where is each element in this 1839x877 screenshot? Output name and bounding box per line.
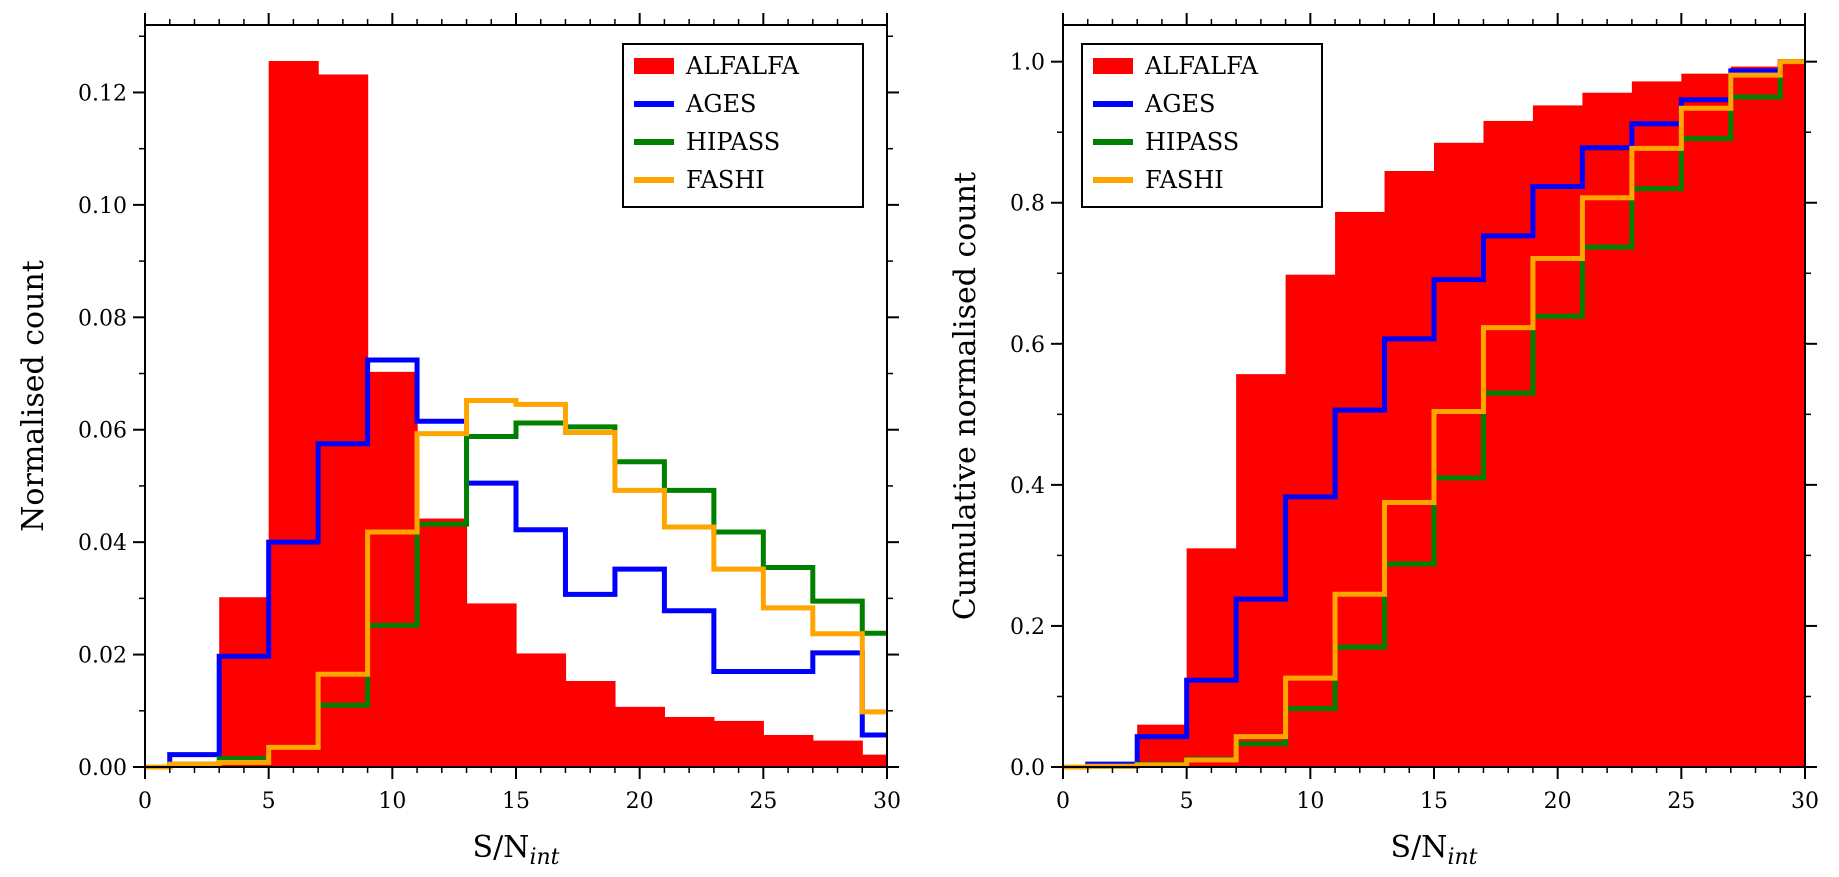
- series-fashi-step-line: [145, 397, 887, 770]
- x-tick-label: 30: [1791, 789, 1819, 814]
- legend-label-ages: AGES: [1144, 90, 1215, 118]
- x-axis-title-main: S/N: [473, 830, 530, 865]
- x-tick-label: 10: [378, 789, 406, 814]
- series-ages-step-line: [145, 357, 887, 770]
- series-ages-step-line: [1063, 59, 1805, 770]
- histogram-bar: [812, 740, 863, 767]
- x-tick-label: 0: [1056, 789, 1070, 814]
- y-axis: 0.0 0.2 0.4 0.6 0.8 1.0: [1010, 51, 1817, 781]
- y-axis-title: Cumulative normalised count: [948, 172, 983, 620]
- histogram-bar: [664, 716, 715, 767]
- histogram-bar: [1780, 61, 1806, 767]
- histogram-bar: [565, 680, 616, 767]
- histogram-bar: [1434, 142, 1485, 768]
- y-tick-label: 0.00: [78, 756, 127, 781]
- x-axis-title: S/Nint: [1391, 830, 1478, 870]
- histogram-bar: [1532, 105, 1583, 767]
- legend-swatch-alfalfa: [1093, 58, 1133, 74]
- histogram-bar: [466, 603, 517, 767]
- x-axis-title-main: S/N: [1391, 830, 1448, 865]
- x-tick-label: 25: [1667, 789, 1695, 814]
- histogram-bar: [614, 706, 665, 767]
- legend-label-alfalfa: ALFALFA: [685, 52, 800, 80]
- x-axis-title-subscript: int: [1447, 845, 1477, 870]
- y-tick-label: 0.04: [78, 531, 127, 556]
- y-tick-label: 0.8: [1010, 192, 1045, 217]
- x-tick-label: 15: [1420, 789, 1448, 814]
- x-tick-label: 25: [749, 789, 777, 814]
- x-axis: 0 5 10 15 20 25 30: [1056, 13, 1819, 814]
- x-tick-label: 20: [626, 789, 654, 814]
- cumulative-histogram-panel: 0 5 10 15 20 25 30 0.0 0.2 0.4 0.6 0.8 1.0 S/Nint Cumu…: [948, 13, 1819, 870]
- y-tick-label: 0.06: [78, 419, 127, 444]
- x-axis: 0 5 10 15 20 25 30: [138, 13, 901, 814]
- legend-label-fashi: FASHI: [1145, 166, 1224, 194]
- x-tick-label: 10: [1296, 789, 1324, 814]
- x-tick-label: 5: [1180, 789, 1194, 814]
- y-tick-label: 0.4: [1010, 474, 1045, 499]
- series-alfalfa-bars: [1137, 61, 1806, 768]
- legend-label-hipass: HIPASS: [1145, 128, 1239, 156]
- histogram-bar: [1384, 171, 1435, 768]
- legend-label-hipass: HIPASS: [686, 128, 780, 156]
- y-tick-label: 0.10: [78, 194, 127, 219]
- histogram-bar: [763, 734, 814, 767]
- y-axis: 0.00 0.02 0.04 0.06 0.08 0.10 0.12: [78, 35, 899, 781]
- histogram-bar: [713, 720, 764, 767]
- histogram-bar: [219, 597, 270, 767]
- histogram-bar: [516, 653, 567, 767]
- legend-label-alfalfa: ALFALFA: [1144, 52, 1259, 80]
- histogram-panel: 0 5 10 15 20 25 30 0.00 0.02 0.04 0.06 0.08 0.10 0.12…: [16, 13, 901, 870]
- y-tick-label: 0.2: [1010, 615, 1045, 640]
- histogram-bar: [367, 371, 418, 767]
- legend-label-fashi: FASHI: [686, 166, 765, 194]
- histogram-bar: [268, 60, 319, 767]
- x-tick-label: 15: [502, 789, 530, 814]
- x-tick-label: 30: [873, 789, 901, 814]
- series-alfalfa-bars: [219, 60, 888, 767]
- histogram-bar: [417, 518, 468, 767]
- histogram-bar: [1730, 66, 1781, 767]
- histogram-bar: [1483, 120, 1534, 768]
- legend-label-ages: AGES: [685, 90, 756, 118]
- histogram-bar: [318, 74, 369, 767]
- histogram-bar: [1335, 211, 1386, 767]
- histogram-bar: [1137, 724, 1188, 767]
- histogram-bar: [1582, 92, 1633, 767]
- histogram-bar: [862, 754, 888, 767]
- legend: ALFALFA AGES HIPASS FASHI: [1081, 43, 1323, 208]
- x-tick-label: 20: [1544, 789, 1572, 814]
- histogram-bar: [1631, 81, 1682, 768]
- legend-swatch-alfalfa: [634, 58, 674, 74]
- y-tick-label: 0.12: [78, 81, 127, 106]
- x-tick-label: 5: [262, 789, 276, 814]
- histogram-bar: [1186, 548, 1237, 767]
- x-tick-label: 0: [138, 789, 152, 814]
- histogram-bar: [1236, 374, 1287, 767]
- y-tick-label: 0.0: [1010, 756, 1045, 781]
- y-tick-label: 1.0: [1010, 51, 1045, 76]
- x-axis-title-subscript: int: [529, 845, 559, 870]
- series-fashi-step-line: [1063, 59, 1805, 770]
- y-axis-title: Normalised count: [16, 260, 51, 532]
- y-tick-label: 0.08: [78, 306, 127, 331]
- legend: ALFALFA AGES HIPASS FASHI: [622, 43, 864, 208]
- histogram-bar: [1285, 274, 1336, 767]
- histogram-bar: [1681, 73, 1732, 767]
- y-tick-label: 0.6: [1010, 333, 1045, 358]
- y-tick-label: 0.02: [78, 644, 127, 669]
- x-axis-title: S/Nint: [473, 830, 560, 870]
